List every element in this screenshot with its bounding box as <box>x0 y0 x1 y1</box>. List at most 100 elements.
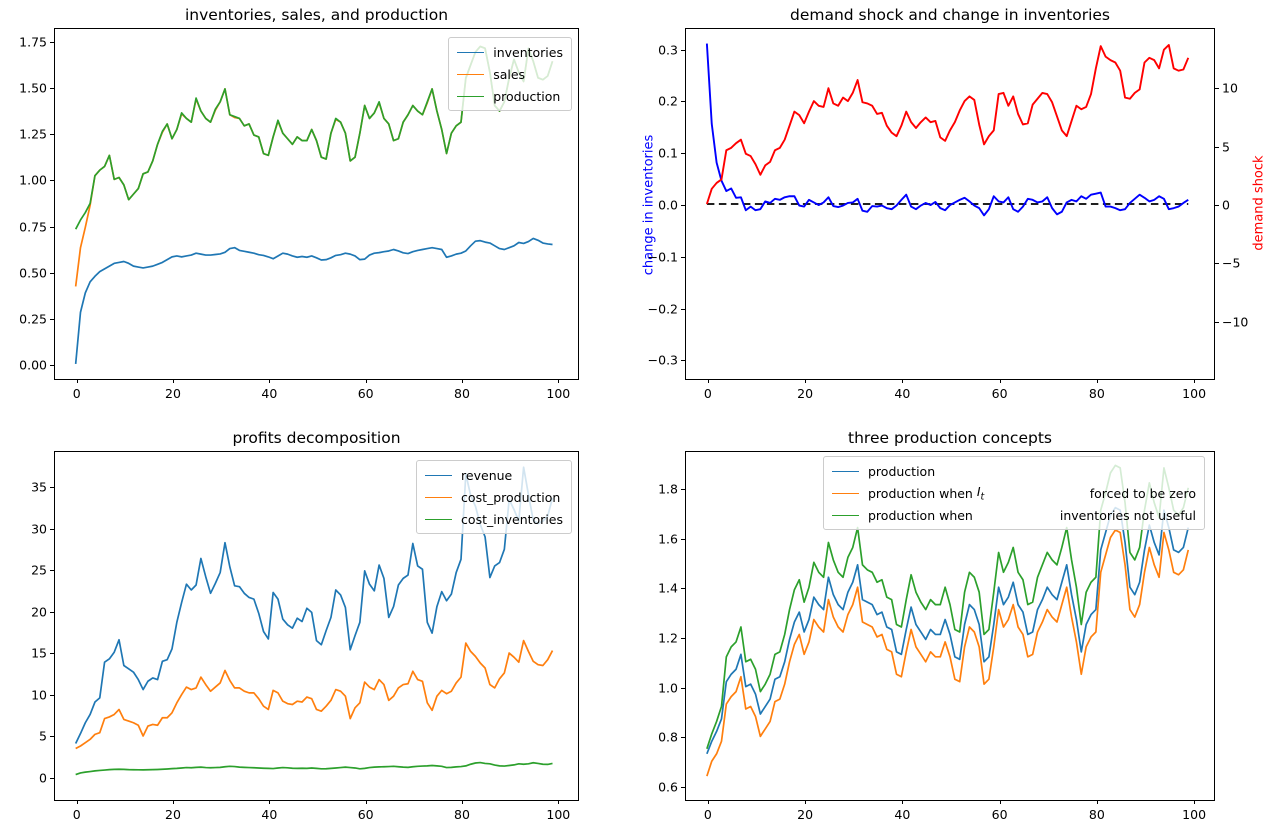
y-tick-label: 1.0 <box>658 680 678 696</box>
x-tick <box>1194 379 1196 383</box>
y-tick-label: 1.50 <box>19 80 47 96</box>
x-tick <box>558 800 560 804</box>
chart-title: inventories, sales, and production <box>184 6 449 24</box>
chart-three-production-concepts: three production concepts 0 20 40 60 80 100 0.… <box>658 429 1215 822</box>
legend-item: revenue <box>425 464 563 486</box>
x-tick <box>269 800 271 804</box>
x-tick <box>365 379 367 383</box>
x-tick <box>805 379 807 383</box>
legend-line-swatch <box>457 95 485 97</box>
y-tick-label: 1.4 <box>658 580 678 596</box>
x-tick <box>707 379 709 383</box>
y-tick-label: 0.3 <box>658 42 678 58</box>
legend: revenue cost_production cost_inventories <box>416 460 572 534</box>
legend-item: production <box>832 460 1196 482</box>
y-tick <box>50 777 54 779</box>
legend-item: production <box>457 85 563 107</box>
x-tick-label: 80 <box>454 807 470 822</box>
y-tick <box>50 364 54 366</box>
chart-title: three production concepts <box>848 429 1052 447</box>
y-tick <box>50 487 54 489</box>
math-I-sub-t: It <box>976 483 985 503</box>
legend-line-swatch <box>425 496 453 498</box>
y-tick <box>681 488 685 490</box>
y-tick <box>681 101 685 103</box>
x-tick <box>902 800 904 804</box>
legend-label: sales <box>493 66 526 82</box>
x-tick-label: 0 <box>72 807 81 822</box>
x-tick-label: 100 <box>1182 807 1207 822</box>
y-tick <box>681 787 685 789</box>
y-tick-label: 1.2 <box>658 630 678 646</box>
legend-label: inventories <box>493 44 563 60</box>
legend-line-swatch <box>832 514 859 516</box>
y-tick-label: −0.3 <box>647 352 678 368</box>
y-tick <box>50 653 54 655</box>
y-tick <box>681 153 685 155</box>
legend-line-swatch <box>457 51 485 53</box>
x-tick <box>461 379 463 383</box>
legend-item: production when inventories not useful <box>832 504 1196 526</box>
y-tick <box>681 538 685 540</box>
production_when_It_forced_to_zero-line <box>706 529 1190 777</box>
y-tick-label: 5 <box>39 728 47 744</box>
right-y-tick-label: −5 <box>1222 255 1241 271</box>
legend-label-right-part: inventories not useful <box>1059 507 1196 523</box>
y-tick-label: −0.1 <box>647 249 678 265</box>
y-tick <box>50 318 54 320</box>
y-tick-label: 30 <box>31 521 47 537</box>
x-tick <box>461 800 463 804</box>
legend-label: production when <box>868 507 973 523</box>
y-tick-label: −0.2 <box>647 301 678 317</box>
right-y-tick <box>1215 88 1219 90</box>
x-tick-label: 40 <box>894 807 911 822</box>
y-tick <box>681 49 685 51</box>
y-tick <box>50 41 54 43</box>
x-tick <box>173 379 174 383</box>
production-line <box>706 506 1190 755</box>
y-tick <box>50 180 54 182</box>
y-tick-label: 0.50 <box>19 265 47 281</box>
x-tick-label: 100 <box>546 807 571 822</box>
x-tick-label: 80 <box>1088 807 1105 822</box>
x-tick <box>558 379 560 383</box>
legend-label: cost_production <box>461 489 561 505</box>
x-tick-label: 0 <box>703 807 712 822</box>
y-tick <box>50 226 54 228</box>
y-tick <box>681 637 685 639</box>
y-tick-label: 0.6 <box>658 779 678 795</box>
right-y-tick-label: 5 <box>1222 139 1230 155</box>
y-tick-label: 10 <box>31 687 47 703</box>
x-tick-label: 100 <box>1182 386 1207 401</box>
chart-profits-decomposition: profits decomposition 0 20 40 60 80 100 0 5 10 15… <box>31 429 579 822</box>
legend-label: production when <box>868 485 973 501</box>
plot-area <box>705 43 1190 217</box>
x-tick-label: 40 <box>261 807 278 822</box>
chart-title: profits decomposition <box>232 429 401 447</box>
y-tick-label: 0.25 <box>19 311 47 327</box>
x-tick <box>365 800 367 804</box>
legend-line-swatch <box>832 470 859 472</box>
legend-label: cost_inventories <box>461 511 563 527</box>
x-tick-label: 60 <box>357 807 374 822</box>
x-tick <box>999 800 1001 804</box>
y-tick <box>681 308 685 310</box>
legend: inventories sales production <box>448 37 572 111</box>
chart-demand-shock-change-inventories: demand shock and change in inventories c… <box>642 6 1267 401</box>
x-tick <box>269 379 271 383</box>
legend-line-swatch <box>832 492 859 494</box>
right-y-tick <box>1215 205 1219 206</box>
cost_inventories-line <box>75 761 553 776</box>
x-tick-label: 20 <box>165 807 181 822</box>
x-tick-label: 20 <box>165 386 181 401</box>
legend-line-swatch <box>425 474 453 476</box>
y-tick-label: 1.00 <box>19 172 47 188</box>
y-tick-label: 0.75 <box>19 219 47 234</box>
right-y-tick-label: 10 <box>1222 80 1238 96</box>
x-tick-label: 60 <box>991 807 1008 822</box>
legend-line-swatch <box>425 518 453 520</box>
legend-item: cost_production <box>425 486 563 508</box>
x-tick <box>707 800 709 804</box>
cost_production-line <box>75 639 554 750</box>
legend-item: inventories <box>457 41 563 63</box>
